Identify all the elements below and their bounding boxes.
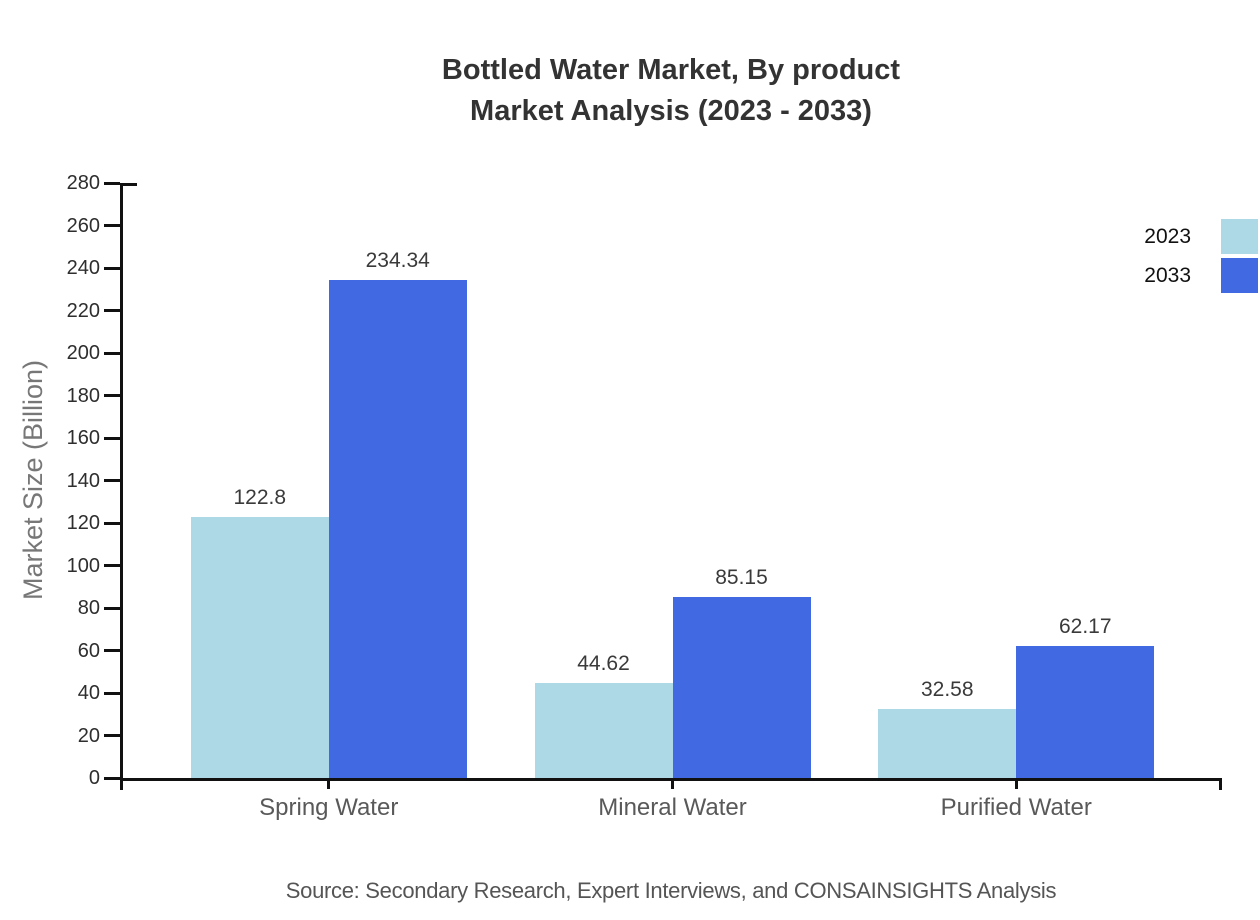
- bar-wrap: 122.8: [190, 486, 329, 778]
- x-axis-end-tick: [1219, 778, 1222, 790]
- category-label: Mineral Water: [598, 794, 747, 821]
- y-tick-label: 120: [66, 512, 100, 534]
- y-tick-label: 20: [77, 724, 100, 747]
- bar-2023: [190, 517, 329, 778]
- y-tick: [104, 394, 120, 397]
- y-axis-bottom-tail: [120, 778, 123, 790]
- y-tick: [104, 436, 120, 440]
- legend-label: 2033: [1144, 263, 1191, 287]
- category-label: Purified Water: [940, 794, 1092, 821]
- x-tick: [1014, 778, 1018, 789]
- y-tick-label: 100: [66, 554, 100, 577]
- value-label: 122.8: [233, 486, 287, 510]
- bar-group: 32.58 62.17 Purified Water: [878, 183, 1155, 821]
- legend-row: 2023: [1144, 219, 1258, 254]
- y-tick-label: 240: [66, 257, 100, 279]
- y-tick-label: 280: [66, 172, 100, 194]
- x-tick: [671, 778, 674, 789]
- legend-label: 2023: [1144, 224, 1191, 248]
- chart-title-line-1: Bottled Water Market, By product: [441, 54, 901, 86]
- chart-title: Bottled Water Market, By product Market …: [120, 50, 1222, 132]
- legend: 2023 2033: [1144, 219, 1258, 297]
- bar-wrap: 44.62: [534, 652, 673, 778]
- bar-wrap: 62.17: [1016, 615, 1155, 778]
- bar-2033: [328, 280, 467, 778]
- y-tick: [104, 521, 120, 525]
- bar-wrap: 85.15: [672, 566, 811, 778]
- bar-2033: [1016, 645, 1155, 778]
- plot-area: 0 20 40 60 80 100 120 140 160 180 200 220 240 260 280 …: [67, 172, 1222, 821]
- y-tick: [104, 181, 120, 185]
- y-tick-label: 200: [66, 342, 100, 364]
- bar-wrap: 32.58: [878, 678, 1017, 778]
- legend-swatch: [1221, 258, 1258, 293]
- y-tick-label: 160: [66, 427, 100, 449]
- y-tick-label: 220: [66, 299, 100, 322]
- y-tick: [104, 564, 120, 567]
- y-tick: [104, 266, 120, 270]
- x-tick: [327, 778, 331, 789]
- y-tick-label: 0: [88, 767, 100, 789]
- value-label: 85.15: [715, 566, 768, 590]
- bar-group: 44.62 85.15 Mineral Water: [534, 183, 811, 821]
- source-note: Source: Secondary Research, Expert Inter…: [285, 878, 1057, 903]
- legend-row: 2033: [1144, 258, 1258, 293]
- y-tick-label: 180: [66, 384, 100, 407]
- y-tick: [104, 776, 120, 780]
- y-tick-label: 60: [77, 639, 100, 662]
- y-tick: [104, 479, 120, 482]
- y-tick: [104, 309, 120, 312]
- value-label: 62.17: [1058, 614, 1112, 638]
- y-tick: [104, 606, 120, 610]
- y-tick: [104, 351, 120, 355]
- y-tick-label: 40: [77, 682, 100, 704]
- value-label: 44.62: [577, 652, 630, 676]
- y-tick-label: 260: [66, 214, 100, 237]
- y-axis-top-cap: [120, 183, 137, 186]
- bar-groups: 122.8 234.34 Spring Water 44.62 85.15 Mineral…: [123, 183, 1222, 821]
- value-label: 32.58: [920, 677, 974, 701]
- y-tick: [104, 224, 120, 227]
- y-tick: [104, 691, 120, 695]
- y-tick: [104, 734, 120, 737]
- value-label: 234.34: [365, 249, 430, 273]
- bar-2023: [878, 708, 1017, 778]
- legend-swatch: [1221, 219, 1258, 254]
- y-tick-label: 80: [77, 597, 100, 619]
- bar-group: 122.8 234.34 Spring Water: [190, 183, 467, 821]
- chart-title-line-2: Market Analysis (2023 - 2033): [470, 95, 872, 127]
- category-label: Spring Water: [259, 794, 399, 821]
- bar-wrap: 234.34: [328, 249, 467, 778]
- bar-2023: [534, 683, 673, 778]
- y-tick-label: 140: [66, 469, 100, 492]
- y-tick: [104, 649, 120, 652]
- y-axis-ticks: 0 20 40 60 80 100 120 140 160 180 200 220 240 260 280: [67, 172, 1222, 789]
- bar-2033: [672, 597, 811, 778]
